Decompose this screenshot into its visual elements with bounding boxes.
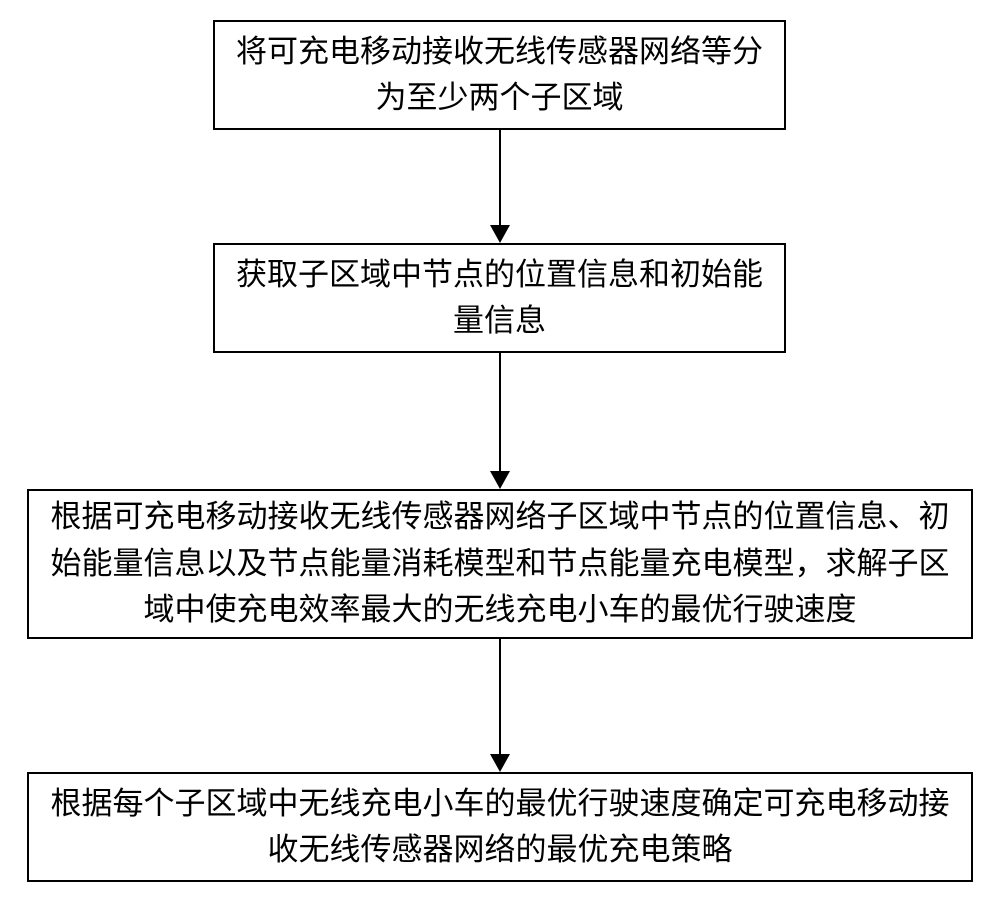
arrow-head-icon (490, 225, 510, 243)
arrow-line (499, 353, 501, 471)
flowchart-arrow-3 (490, 639, 510, 772)
arrow-head-icon (490, 471, 510, 489)
arrow-line (499, 639, 501, 754)
flowchart-node-3: 根据可充电移动接收无线传感器网络子区域中节点的位置信息、初始能量信息以及节点能量… (27, 489, 973, 639)
node-4-text: 根据每个子区域中无线充电小车的最优行驶速度确定可充电移动接收无线传感器网络的最优… (45, 781, 955, 874)
flowchart-node-1: 将可充电移动接收无线传感器网络等分为至少两个子区域 (213, 20, 786, 130)
flowchart-node-4: 根据每个子区域中无线充电小车的最优行驶速度确定可充电移动接收无线传感器网络的最优… (27, 772, 973, 882)
arrow-line (499, 130, 501, 225)
flowchart-container: 将可充电移动接收无线传感器网络等分为至少两个子区域 获取子区域中节点的位置信息和… (0, 0, 1000, 907)
flowchart-arrow-1 (490, 130, 510, 243)
node-2-text: 获取子区域中节点的位置信息和初始能量信息 (231, 252, 768, 345)
arrow-head-icon (490, 754, 510, 772)
node-3-text: 根据可充电移动接收无线传感器网络子区域中节点的位置信息、初始能量信息以及节点能量… (45, 494, 955, 634)
flowchart-arrow-2 (490, 353, 510, 489)
node-1-text: 将可充电移动接收无线传感器网络等分为至少两个子区域 (231, 29, 768, 122)
flowchart-node-2: 获取子区域中节点的位置信息和初始能量信息 (213, 243, 786, 353)
